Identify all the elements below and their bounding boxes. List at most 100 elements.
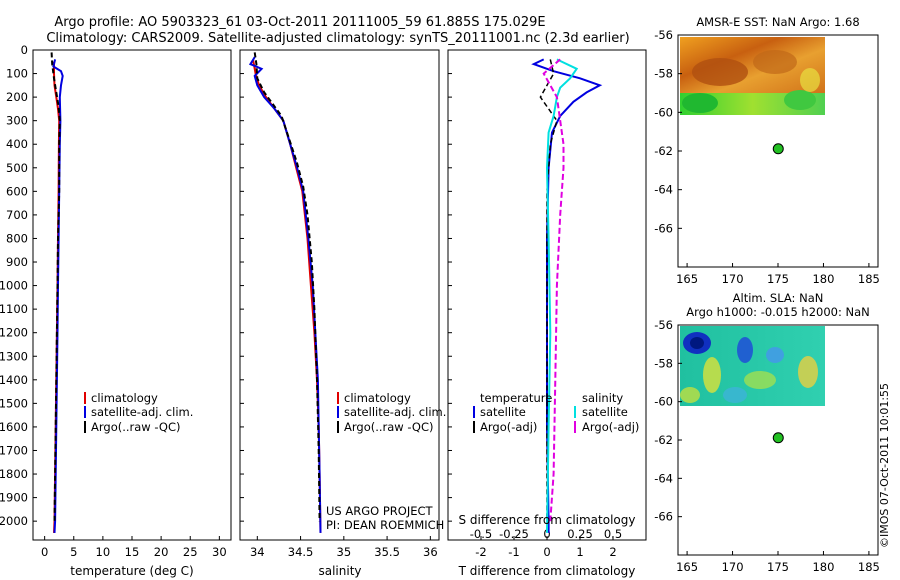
temperature-legend: climatology satellite-adj. clim. Argo(..… <box>84 391 193 434</box>
depth-tick-label: 800 <box>6 231 28 245</box>
legend-label-t-argo: Argo(-adj) <box>480 420 537 434</box>
sst-mid-patch <box>800 68 820 92</box>
depth-tick-label: 2000 <box>0 514 28 528</box>
series-line-satellite <box>531 58 603 533</box>
lat-tick-label: -56 <box>654 28 673 42</box>
x-tick-label: 0 <box>41 545 48 559</box>
depth-tick-label: 1700 <box>0 443 28 457</box>
depth-tick-label: 100 <box>6 67 28 81</box>
s-tick-label: -0.5 <box>470 527 492 541</box>
series-line-argo-raw-qc- <box>253 52 321 522</box>
project-annotation: US ARGO PROJECT <box>326 504 434 518</box>
lon-tick-label: 180 <box>812 272 834 286</box>
sst-cool-patch <box>682 93 718 113</box>
sst-dark-patch <box>692 58 748 86</box>
x-tick-label: 35 <box>337 545 352 559</box>
x-tick-label: 35.5 <box>374 545 400 559</box>
depth-tick-label: 1600 <box>0 420 28 434</box>
imos-watermark: ©IMOS 07-Oct-2011 10:01:55 <box>878 383 891 548</box>
s-tick-label: 0 <box>543 527 550 541</box>
depth-tick-label: 1300 <box>0 349 28 363</box>
t-difference-x-label: T difference from climatology <box>458 564 636 578</box>
lon-tick-label: 170 <box>722 560 744 574</box>
sla-high-patch <box>744 371 776 389</box>
lon-tick-label: 185 <box>858 560 880 574</box>
series-line-salinity-satellite <box>545 58 579 533</box>
s-tick-label: -0.25 <box>499 527 529 541</box>
depth-tick-label: 200 <box>6 90 28 104</box>
x-tick-label: 0 <box>543 545 550 559</box>
depth-tick-label: 1100 <box>0 302 28 316</box>
s-difference-tick-labels: -0.5 -0.25 0 0.25 0.5 <box>470 527 622 541</box>
lat-tick-label: -58 <box>654 356 673 370</box>
depth-tick-label: 1000 <box>0 279 28 293</box>
sst-dark-patch <box>753 50 797 74</box>
difference-legend: temperature satellite Argo(-adj) salinit… <box>473 391 639 434</box>
depth-tick-label: 600 <box>6 184 28 198</box>
salinity-legend: climatology satellite-adj. clim. Argo(..… <box>337 391 446 434</box>
temperature-tick-labels: 0 5 10 15 20 25 30 <box>41 536 227 559</box>
sla-map-title: Altim. SLA: NaN <box>733 291 824 305</box>
lon-tick-label: 170 <box>722 272 744 286</box>
x-tick-label: -2 <box>475 545 486 559</box>
sla-low-patch <box>737 337 753 363</box>
legend-label-argo: Argo(..raw -QC) <box>91 420 181 434</box>
x-tick-label: 1 <box>576 545 583 559</box>
argo-float-marker <box>772 432 784 444</box>
sla-low-patch <box>766 347 784 363</box>
legend-label-s-satellite: satellite <box>582 405 628 419</box>
lat-tick-label: -58 <box>654 67 673 81</box>
legend-title-salinity: salinity <box>582 391 623 405</box>
temperature-x-label: temperature (deg C) <box>70 564 193 578</box>
salinity-panel: 34 34.5 35 35.5 36 salinity climatology sate… <box>239 49 446 578</box>
sst-map-panel: AMSR-E SST: NaN Argo: 1.68 165 170 175 180 1… <box>654 15 880 286</box>
sla-heatmap <box>680 326 825 406</box>
depth-tick-label: 900 <box>6 255 28 269</box>
sla-map-subtitle: Argo h1000: -0.015 h2000: NaN <box>686 305 870 319</box>
lat-tick-label: -66 <box>654 510 673 524</box>
legend-title-temperature: temperature <box>480 391 552 405</box>
lat-tick-label: -60 <box>654 395 673 409</box>
lon-tick-label: 165 <box>676 272 698 286</box>
sla-high-patch <box>798 356 818 388</box>
legend-label-t-satellite: satellite <box>480 405 526 419</box>
sla-map-panel: Altim. SLA: NaN Argo h1000: -0.015 h2000… <box>654 291 880 574</box>
series-line-salinity-argo-adj- <box>542 58 565 522</box>
lat-tick-label: -60 <box>654 105 673 119</box>
lat-tick-label: -56 <box>654 318 673 332</box>
depth-tick-label: 400 <box>6 137 28 151</box>
legend-label-climatology: climatology <box>344 391 411 405</box>
depth-tick-label: 1800 <box>0 467 28 481</box>
sla-map-tick-labels: 165 170 175 180 185 -56 -58 -60 -62 -64 -66 <box>654 318 880 574</box>
depth-tick-label: 500 <box>6 161 28 175</box>
x-tick-label: 20 <box>154 545 169 559</box>
series-line-argo-adj- <box>539 59 558 522</box>
figure-title-line2: Climatology: CARS2009. Satellite-adjuste… <box>46 31 629 46</box>
sst-map-title: AMSR-E SST: NaN Argo: 1.68 <box>696 15 859 29</box>
x-tick-label: -1 <box>508 545 519 559</box>
s-tick-label: 0.25 <box>567 527 593 541</box>
salinity-axes-frame <box>239 49 440 541</box>
x-tick-label: 15 <box>125 545 140 559</box>
legend-label-s-argo: Argo(-adj) <box>582 420 639 434</box>
temperature-series <box>50 52 64 533</box>
x-tick-label: 10 <box>96 545 111 559</box>
salinity-series <box>248 52 322 533</box>
lon-tick-label: 180 <box>812 560 834 574</box>
figure-title-line1: Argo profile: AO 5903323_61 03-Oct-2011 … <box>54 15 545 30</box>
lat-tick-label: -62 <box>654 144 673 158</box>
depth-tick-label: 700 <box>6 208 28 222</box>
lon-tick-label: 185 <box>858 272 880 286</box>
lat-tick-label: -64 <box>654 471 673 485</box>
difference-series <box>531 58 603 533</box>
s-tick-label: 0.5 <box>604 527 622 541</box>
sla-high-patch <box>703 357 721 393</box>
t-difference-tick-labels: -2 -1 0 1 2 <box>475 536 617 559</box>
lat-tick-label: -62 <box>654 433 673 447</box>
depth-tick-labels: 0 100 200 300 400 500 600 700 800 900 1000 1100 1200… <box>0 43 452 528</box>
temperature-axes-frame <box>32 49 232 541</box>
depth-tick-label: 1500 <box>0 396 28 410</box>
x-tick-label: 34.5 <box>288 545 314 559</box>
lon-tick-label: 165 <box>676 560 698 574</box>
